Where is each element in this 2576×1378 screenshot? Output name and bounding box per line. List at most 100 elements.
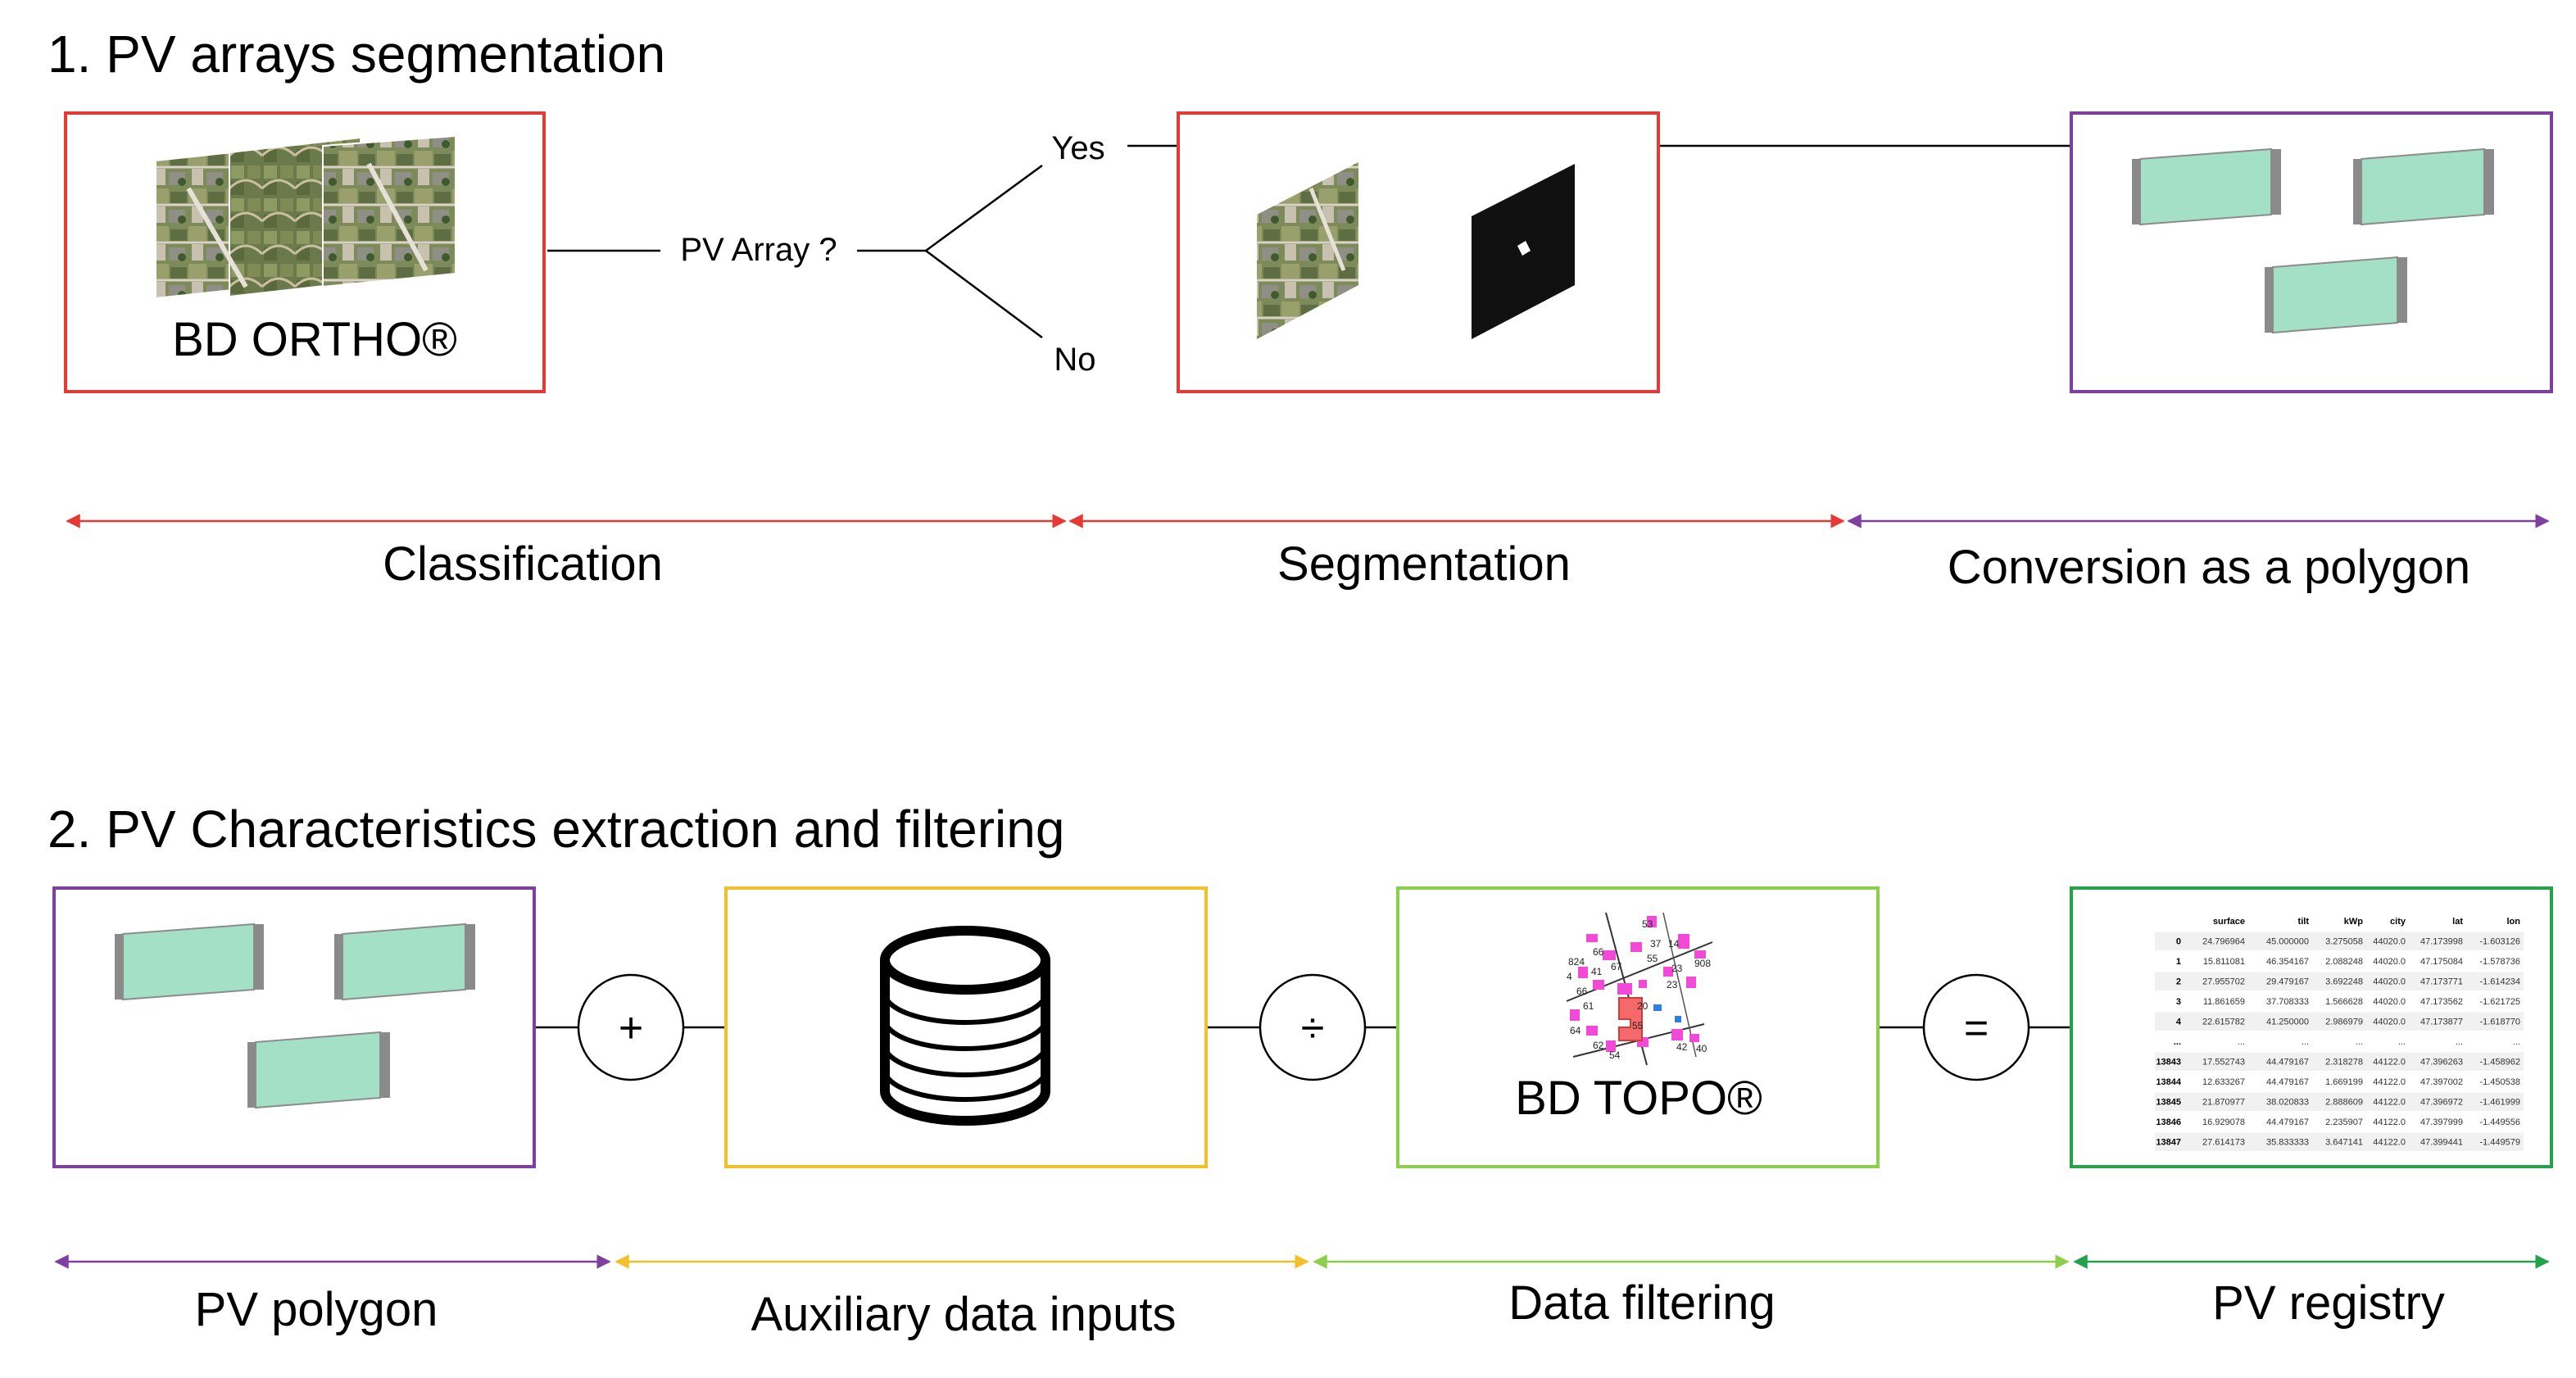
table-cell: 44.479167 [2266,1058,2309,1067]
svg-text:23: 23 [1667,979,1678,990]
database-icon [880,926,1050,1126]
svg-text:66: 66 [1576,986,1588,997]
table-row-index: 13843 [2156,1058,2181,1067]
table-cell: -1.621725 [2479,997,2520,1007]
svg-text:64: 64 [1570,1025,1581,1036]
svg-text:61: 61 [1583,1000,1594,1012]
table-cell: ... [2238,1037,2245,1047]
table-cell: -1.449556 [2479,1117,2520,1127]
table-header-cell: tilt [2298,917,2310,927]
table-row-index: 13845 [2156,1098,2181,1108]
table-cell: ... [2398,1037,2406,1047]
svg-text:66: 66 [1593,946,1604,958]
table-header-cell: kWp [2344,917,2364,927]
building-map [1565,912,1714,1068]
stage-classification: Classification [383,537,663,591]
divide-symbol: ÷ [1301,1004,1325,1052]
auxiliary-data-box [724,886,1208,1168]
table-cell: 2.088248 [2325,957,2363,967]
table-cell: -1.458962 [2479,1058,2520,1067]
svg-text:40: 40 [1696,1043,1708,1054]
pv-polygon-box [52,886,536,1168]
table-cell: -1.450538 [2479,1077,2520,1087]
table-row-index: 13846 [2156,1117,2181,1127]
table-row-index: 3 [2176,997,2181,1007]
table-cell: ... [2302,1037,2309,1047]
table-cell: 47.397999 [2420,1117,2463,1127]
section1-title: 1. PV arrays segmentation [48,25,665,84]
no-label: No [1054,342,1095,378]
table-header-cell: city [2390,917,2406,927]
table-cell: 2.235907 [2325,1117,2363,1127]
table-cell: 29.479167 [2266,977,2309,987]
svg-text:55: 55 [1632,1020,1644,1031]
table-cell: 27.614173 [2202,1138,2245,1148]
table-row-index: 1 [2176,957,2181,967]
table-cell: 11.861659 [2203,997,2245,1007]
table-cell: 47.396972 [2420,1098,2463,1108]
table-row-index: 0 [2176,937,2181,947]
segmentation-input-image [1257,162,1358,339]
table-cell: 44122.0 [2373,1077,2406,1087]
topo-label: BD TOPO® [1515,1072,1762,1125]
table-cell: 3.692248 [2325,977,2363,987]
table-cell: -1.618770 [2479,1018,2520,1027]
section2-title: 2. PV Characteristics extraction and fil… [48,800,1064,859]
table-cell: 24.796964 [2202,937,2245,947]
table-cell: 35.833333 [2266,1138,2309,1148]
table-cell: 44020.0 [2373,1018,2406,1027]
table-row-index: 13844 [2156,1077,2181,1087]
svg-text:14: 14 [1668,938,1680,950]
segmentation-input-road [1308,188,1346,271]
table-cell: 21.870977 [2202,1098,2245,1108]
decision-question: PV Array ? [680,232,837,268]
table-cell: 27.955702 [2202,977,2245,987]
table-row-stripe [2155,1132,2524,1151]
aerial-image-stack [155,134,456,300]
topo-box: 824 66 4 67 66 41 53 37 14 55 23 908 61 … [1396,886,1880,1168]
table-row-stripe [2155,1052,2524,1071]
svg-text:62: 62 [1593,1040,1604,1051]
stage-segmentation: Segmentation [1277,537,1571,591]
table-cell: 37.708333 [2266,997,2309,1007]
table-row-stripe [2155,932,2524,950]
table-cell: ... [2513,1037,2520,1047]
pv-polygon-4 [115,922,264,1001]
table-row-stripe [2155,1012,2524,1031]
segmentation-box-frame [1177,111,1660,393]
table-cell: 45.000000 [2266,937,2309,947]
branch-yes-line [925,164,1043,252]
stage-conversion: Conversion as a polygon [1948,541,2470,594]
segmentation-box [1177,111,1660,393]
table-cell: 38.020833 [2266,1098,2309,1108]
table-cell: 15.811081 [2203,957,2245,967]
table-row-index: 2 [2176,977,2181,987]
map-number-labels: 824 66 4 67 66 41 53 37 14 55 23 908 61 … [1567,918,1711,1061]
table-cell: 47.173562 [2420,997,2463,1007]
table-cell: 47.397002 [2420,1077,2463,1087]
table-cell: 2.318278 [2325,1058,2363,1067]
table-header-cell: lon [2507,917,2521,927]
table-row-stripe [2155,972,2524,990]
table-cell: 44020.0 [2373,997,2406,1007]
stage-pv-polygon: PV polygon [195,1283,438,1336]
table-cell: 47.173771 [2420,977,2463,987]
svg-text:908: 908 [1694,958,1711,969]
svg-text:42: 42 [1676,1041,1688,1053]
table-cell: 44.479167 [2266,1077,2309,1087]
ortho-label: BD ORTHO® [172,313,457,366]
svg-text:53: 53 [1642,918,1653,930]
table-cell: 44122.0 [2373,1058,2406,1067]
table-cell: -1.449579 [2479,1138,2520,1148]
svg-text:67: 67 [1611,961,1622,972]
svg-text:37: 37 [1650,938,1662,950]
table-cell: 47.173877 [2420,1018,2463,1027]
table-cell: ... [2356,1037,2363,1047]
table-cell: 47.396263 [2420,1058,2463,1067]
stage-data-filtering: Data filtering [1508,1276,1776,1330]
table-cell: -1.578736 [2479,957,2520,967]
table-header-cell: lat [2452,917,2463,927]
table-cell: 1.669199 [2325,1077,2363,1087]
svg-text:23: 23 [1671,963,1683,974]
table-cell: -1.461999 [2479,1098,2520,1108]
